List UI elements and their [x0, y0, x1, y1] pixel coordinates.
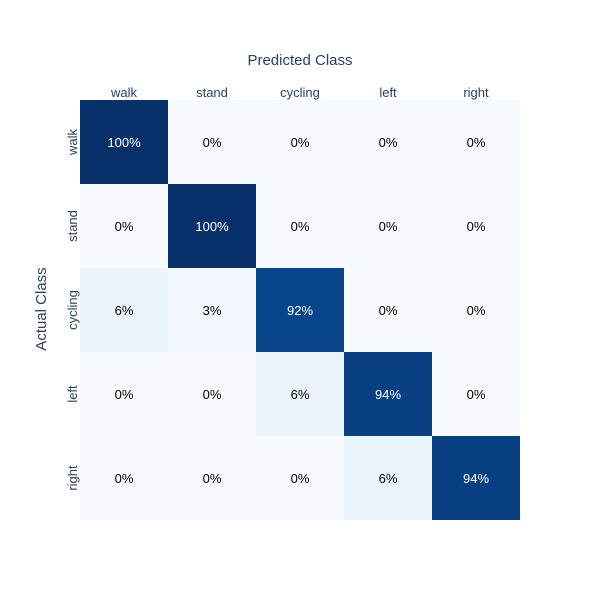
- heatmap-cell-right-stand: [168, 436, 256, 520]
- x-tick-label: cycling: [280, 85, 320, 100]
- cell-value-label: 94%: [375, 387, 401, 402]
- cell-value-label: 6%: [115, 303, 134, 318]
- heatmap-cell-walk-cycling: [256, 100, 344, 184]
- cell-value-label: 0%: [379, 219, 398, 234]
- x-tick-label: right: [463, 85, 489, 100]
- heatmap-cell-stand-cycling: [256, 184, 344, 268]
- cell-value-label: 0%: [467, 219, 486, 234]
- heatmap-cell-stand-walk: [80, 184, 168, 268]
- cell-value-label: 0%: [379, 135, 398, 150]
- y-tick-label: right: [65, 465, 80, 491]
- x-tick-label: walk: [110, 85, 138, 100]
- y-tick-label: left: [65, 385, 80, 403]
- heatmap-cell-right-right: [432, 436, 520, 520]
- y-tick-label: stand: [65, 210, 80, 242]
- cell-value-label: 6%: [291, 387, 310, 402]
- cell-value-label: 0%: [203, 471, 222, 486]
- heatmap-cell-labels: 100% 0% 0% 0% 0% 0% 100% 0% 0% 0% 6% 3% 92% 0% 0% 0% 0% 6…: [107, 135, 489, 486]
- cell-value-label: 0%: [291, 471, 310, 486]
- heatmap-cell-stand-left: [344, 184, 432, 268]
- cell-value-label: 6%: [379, 471, 398, 486]
- cell-value-label: 92%: [287, 303, 313, 318]
- y-tick-label: cycling: [65, 290, 80, 330]
- cell-value-label: 3%: [203, 303, 222, 318]
- heatmap-cell-cycling-walk: [80, 268, 168, 352]
- x-tick-label: stand: [196, 85, 228, 100]
- cell-value-label: 0%: [115, 219, 134, 234]
- heatmap-cell-cycling-cycling: [256, 268, 344, 352]
- cell-value-label: 0%: [467, 135, 486, 150]
- heatmap-cell-left-left: [344, 352, 432, 436]
- heatmap-cell-right-cycling: [256, 436, 344, 520]
- heatmap-cell-right-walk: [80, 436, 168, 520]
- heatmap-cell-stand-right: [432, 184, 520, 268]
- cell-value-label: 0%: [467, 303, 486, 318]
- heatmap-cell-walk-left: [344, 100, 432, 184]
- heatmap-cell-cycling-stand: [168, 268, 256, 352]
- heatmap-cell-right-left: [344, 436, 432, 520]
- x-tick-label: left: [379, 85, 397, 100]
- heatmap-cell-cycling-left: [344, 268, 432, 352]
- cell-value-label: 0%: [203, 387, 222, 402]
- heatmap-cell-left-cycling: [256, 352, 344, 436]
- heatmap-cell-walk-right: [432, 100, 520, 184]
- cell-value-label: 0%: [115, 471, 134, 486]
- heatmap-cell-walk-walk: [80, 100, 168, 184]
- x-axis-title: Predicted Class: [247, 52, 352, 69]
- x-axis-ticks: walk stand cycling left right: [110, 85, 489, 100]
- y-axis-title: Actual Class: [33, 267, 50, 350]
- y-tick-label: walk: [65, 129, 80, 157]
- cell-value-label: 0%: [291, 135, 310, 150]
- cell-value-label: 0%: [379, 303, 398, 318]
- heatmap-cell-stand-stand: [168, 184, 256, 268]
- y-axis-ticks: walk stand cycling left right: [65, 129, 80, 491]
- heatmap-cell-left-stand: [168, 352, 256, 436]
- cell-value-label: 100%: [107, 135, 141, 150]
- heatmap-cell-left-right: [432, 352, 520, 436]
- heatmap-cell-walk-stand: [168, 100, 256, 184]
- cell-value-label: 100%: [195, 219, 229, 234]
- heatmap-cell-left-walk: [80, 352, 168, 436]
- heatmap-cells: [80, 100, 520, 520]
- heatmap-cell-cycling-right: [432, 268, 520, 352]
- cell-value-label: 94%: [463, 471, 489, 486]
- cell-value-label: 0%: [115, 387, 134, 402]
- cell-value-label: 0%: [291, 219, 310, 234]
- cell-value-label: 0%: [203, 135, 222, 150]
- cell-value-label: 0%: [467, 387, 486, 402]
